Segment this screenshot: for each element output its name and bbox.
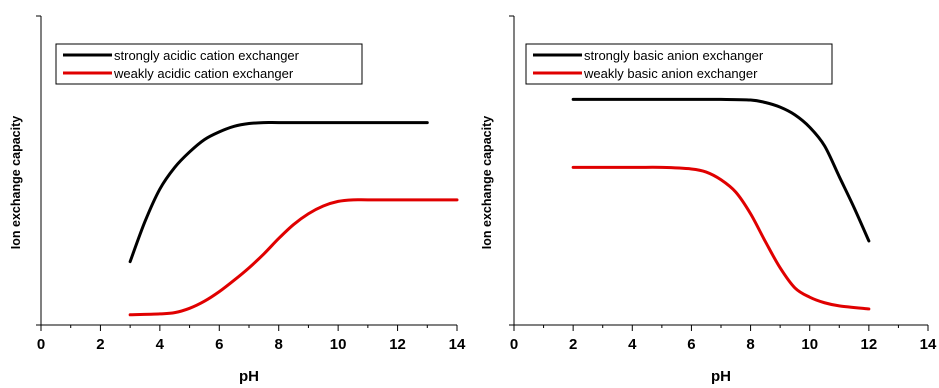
legend-label-2: weakly basic anion exchanger [583, 66, 758, 81]
x-tick-label: 2 [569, 336, 577, 353]
legend-box [55, 43, 363, 85]
legend: strongly acidic cation exchanger weakly a… [55, 43, 363, 85]
x-tick-label: 6 [215, 336, 223, 353]
x-axis-title: pH [239, 368, 259, 385]
x-tick-label: 12 [389, 336, 406, 353]
x-tick-label: 4 [156, 336, 165, 353]
x-tick-label: 12 [861, 336, 878, 353]
legend-label-1: strongly basic anion exchanger [584, 48, 764, 63]
x-tick-label: 0 [37, 336, 45, 353]
x-axis-title: pH [711, 368, 731, 385]
series-line-1 [571, 97, 871, 243]
x-tick-label: 8 [746, 336, 754, 353]
x-tick-label: 10 [330, 336, 347, 353]
x-tick-label: 8 [275, 336, 283, 353]
series-line-2 [128, 198, 459, 317]
x-tick-label: 14 [449, 336, 466, 353]
legend-label-2: weakly acidic cation exchanger [113, 66, 294, 81]
x-tick-label: 2 [96, 336, 104, 353]
x-tick-label: 0 [510, 336, 518, 353]
chart-panel-2: 0 2 4 6 8 10 12 14 pH Ion exchange capacity strong… [480, 15, 937, 385]
x-tick-label: 10 [801, 336, 818, 353]
x-tick-label: 6 [687, 336, 695, 353]
legend-box [525, 43, 833, 85]
legend: strongly basic anion exchanger weakly bas… [525, 43, 833, 85]
legend-label-1: strongly acidic cation exchanger [114, 48, 300, 63]
y-axis-title: Ion exchange capacity [480, 116, 494, 249]
chart-panel-1: 0 2 4 6 8 10 12 14 pH Ion exchange capacity strong… [9, 15, 466, 385]
y-axis-title: Ion exchange capacity [9, 116, 23, 249]
series-line-1 [128, 121, 429, 264]
x-tick-label: 14 [920, 336, 937, 353]
series-line-2 [571, 165, 871, 311]
x-tick-label: 4 [628, 336, 637, 353]
